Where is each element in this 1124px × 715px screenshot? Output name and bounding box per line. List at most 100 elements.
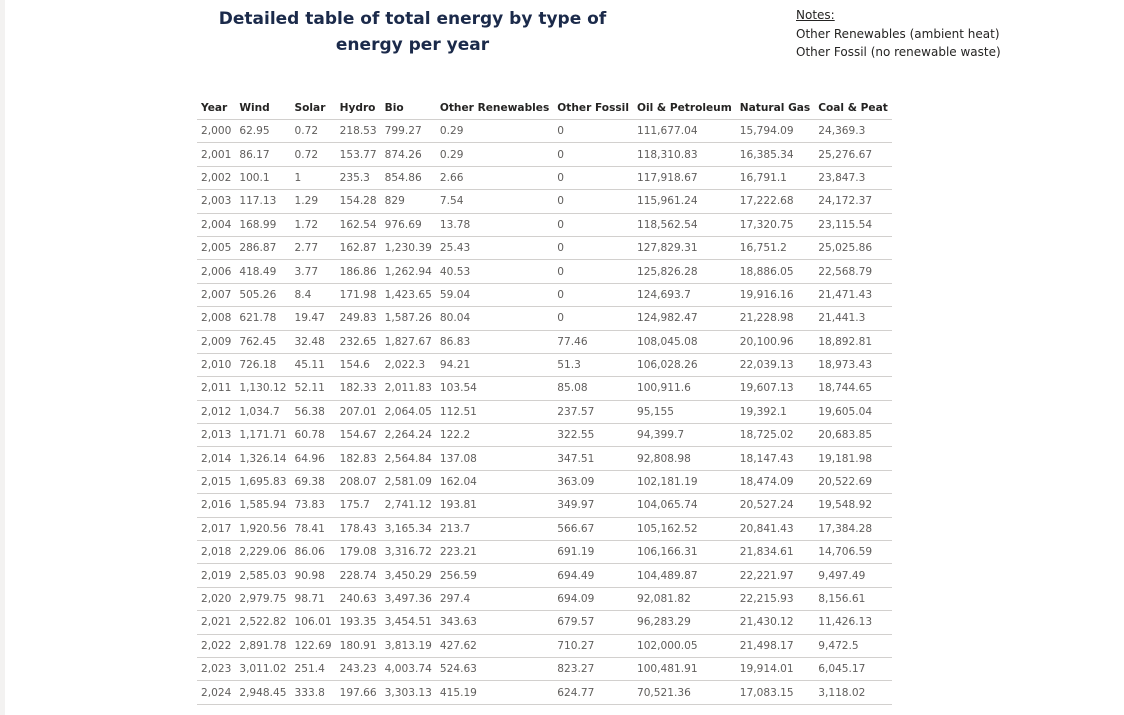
cell-bio: 3,316.72 xyxy=(380,540,436,565)
cell-solar: 32.48 xyxy=(290,330,336,354)
cell-bio: 3,165.34 xyxy=(380,517,436,542)
column-header-wind[interactable]: Wind xyxy=(239,102,270,114)
cell-oil-petroleum: 100,911.6 xyxy=(632,376,736,401)
cell-other-renewables: 137.08 xyxy=(435,446,554,471)
column-header-bio[interactable]: Bio xyxy=(384,102,404,114)
cell-hydro: 153.77 xyxy=(335,142,381,167)
cell-hydro: 180.91 xyxy=(335,634,381,658)
cell-other-fossil: 0 xyxy=(553,118,633,144)
cell-natural-gas: 21,834.61 xyxy=(735,540,815,565)
cell-bio: 2,581.09 xyxy=(380,470,436,495)
cell-wind: 2,948.45 xyxy=(235,680,291,705)
cell-coal-peat: 19,548.92 xyxy=(814,493,892,518)
cell-other-renewables: 13.78 xyxy=(435,213,554,237)
cell-oil-petroleum: 105,162.52 xyxy=(632,517,736,542)
cell-wind: 2,585.03 xyxy=(235,563,291,588)
cell-other-fossil: 237.57 xyxy=(553,400,633,425)
cell-wind: 1,171.71 xyxy=(235,423,291,448)
cell-other-renewables: 86.83 xyxy=(435,330,554,354)
column-header-other-renewables[interactable]: Other Renewables xyxy=(439,102,550,114)
table-row: 2,001 86.17 0.72 153.77 874.26 0.29 0 118,310.8… xyxy=(197,142,892,167)
cell-wind: 1,585.94 xyxy=(235,493,291,518)
column-header-natural-gas[interactable]: Natural Gas xyxy=(739,102,811,114)
table-row: 2,003 117.13 1.29 154.28 829 7.54 0 115,961.24 1… xyxy=(197,189,892,214)
cell-solar: 60.78 xyxy=(290,423,336,448)
column-header-solar[interactable]: Solar xyxy=(294,102,326,114)
column-header-other-fossil[interactable]: Other Fossil xyxy=(557,102,629,114)
cell-other-fossil: 0 xyxy=(553,236,633,261)
cell-hydro: 193.35 xyxy=(335,610,381,635)
table-row: 2,011 1,130.12 52.11 182.33 2,011.83 103.54 85… xyxy=(197,376,892,401)
cell-other-renewables: 297.4 xyxy=(435,587,554,612)
cell-coal-peat: 17,384.28 xyxy=(814,517,892,542)
cell-year: 2,020 xyxy=(197,587,236,612)
cell-coal-peat: 25,025.86 xyxy=(814,236,892,261)
cell-year: 2,000 xyxy=(197,118,236,144)
table-row: 2,022 2,891.78 122.69 180.91 3,813.19 427.62 7… xyxy=(197,634,892,658)
cell-bio: 2,741.12 xyxy=(380,493,436,518)
cell-solar: 333.8 xyxy=(290,680,336,705)
cell-other-renewables: 415.19 xyxy=(435,680,554,705)
cell-coal-peat: 25,276.67 xyxy=(814,142,892,167)
column-header-oil-petroleum[interactable]: Oil & Petroleum xyxy=(636,102,732,114)
table-row: 2,023 3,011.02 251.4 243.23 4,003.74 524.63 82… xyxy=(197,657,892,682)
cell-other-renewables: 0.29 xyxy=(435,118,554,144)
cell-natural-gas: 18,725.02 xyxy=(735,423,815,448)
cell-other-fossil: 566.67 xyxy=(553,517,633,542)
cell-wind: 86.17 xyxy=(235,142,291,167)
cell-natural-gas: 17,083.15 xyxy=(735,680,815,705)
cell-other-renewables: 7.54 xyxy=(435,189,554,214)
cell-wind: 286.87 xyxy=(235,236,291,261)
cell-hydro: 186.86 xyxy=(335,259,381,284)
cell-wind: 505.26 xyxy=(235,283,291,308)
cell-hydro: 249.83 xyxy=(335,306,381,331)
cell-solar: 251.4 xyxy=(290,657,336,682)
cell-oil-petroleum: 108,045.08 xyxy=(632,330,736,354)
cell-coal-peat: 23,847.3 xyxy=(814,166,892,191)
cell-coal-peat: 9,472.5 xyxy=(814,634,892,658)
cell-bio: 1,262.94 xyxy=(380,259,436,284)
cell-other-fossil: 0 xyxy=(553,142,633,167)
cell-solar: 1 xyxy=(290,166,336,191)
cell-natural-gas: 16,791.1 xyxy=(735,166,815,191)
cell-solar: 52.11 xyxy=(290,376,336,401)
cell-oil-petroleum: 118,562.54 xyxy=(632,213,736,237)
cell-wind: 117.13 xyxy=(235,189,291,214)
cell-coal-peat: 21,441.3 xyxy=(814,306,892,331)
cell-other-fossil: 823.27 xyxy=(553,657,633,682)
cell-hydro: 182.83 xyxy=(335,446,381,471)
cell-solar: 0.72 xyxy=(290,142,336,167)
cell-other-renewables: 0.29 xyxy=(435,142,554,167)
cell-bio: 854.86 xyxy=(380,166,436,191)
column-header-hydro[interactable]: Hydro xyxy=(339,102,376,114)
cell-solar: 3.77 xyxy=(290,259,336,284)
cell-year: 2,007 xyxy=(197,283,236,308)
table-row: 2,013 1,171.71 60.78 154.67 2,264.24 122.2 322… xyxy=(197,423,892,448)
cell-wind: 621.78 xyxy=(235,306,291,331)
column-header-year[interactable]: Year xyxy=(201,102,228,114)
cell-year: 2,011 xyxy=(197,376,236,401)
cell-wind: 726.18 xyxy=(235,353,291,378)
cell-oil-petroleum: 94,399.7 xyxy=(632,423,736,448)
cell-coal-peat: 18,892.81 xyxy=(814,330,892,354)
cell-hydro: 240.63 xyxy=(335,587,381,612)
column-header-coal-peat[interactable]: Coal & Peat xyxy=(818,102,888,114)
table-header-row: Year Wind Solar Hydro Bio Other Renewabl… xyxy=(197,97,892,120)
cell-solar: 1.29 xyxy=(290,189,336,214)
cell-hydro: 154.6 xyxy=(335,353,381,378)
cell-coal-peat: 24,369.3 xyxy=(814,118,892,144)
cell-natural-gas: 15,794.09 xyxy=(735,118,815,144)
table-row: 2,017 1,920.56 78.41 178.43 3,165.34 213.7 566… xyxy=(197,517,892,542)
cell-coal-peat: 14,706.59 xyxy=(814,540,892,565)
cell-wind: 1,920.56 xyxy=(235,517,291,542)
cell-natural-gas: 19,607.13 xyxy=(735,376,815,401)
cell-wind: 2,979.75 xyxy=(235,587,291,612)
cell-oil-petroleum: 95,155 xyxy=(632,400,736,425)
cell-other-fossil: 322.55 xyxy=(553,423,633,448)
cell-oil-petroleum: 104,489.87 xyxy=(632,563,736,588)
cell-wind: 62.95 xyxy=(235,118,291,144)
cell-other-fossil: 691.19 xyxy=(553,540,633,565)
note-line-no-renewable-waste: Other Fossil (no renewable waste) xyxy=(796,45,1001,59)
cell-solar: 122.69 xyxy=(290,634,336,658)
cell-bio: 3,303.13 xyxy=(380,680,436,705)
